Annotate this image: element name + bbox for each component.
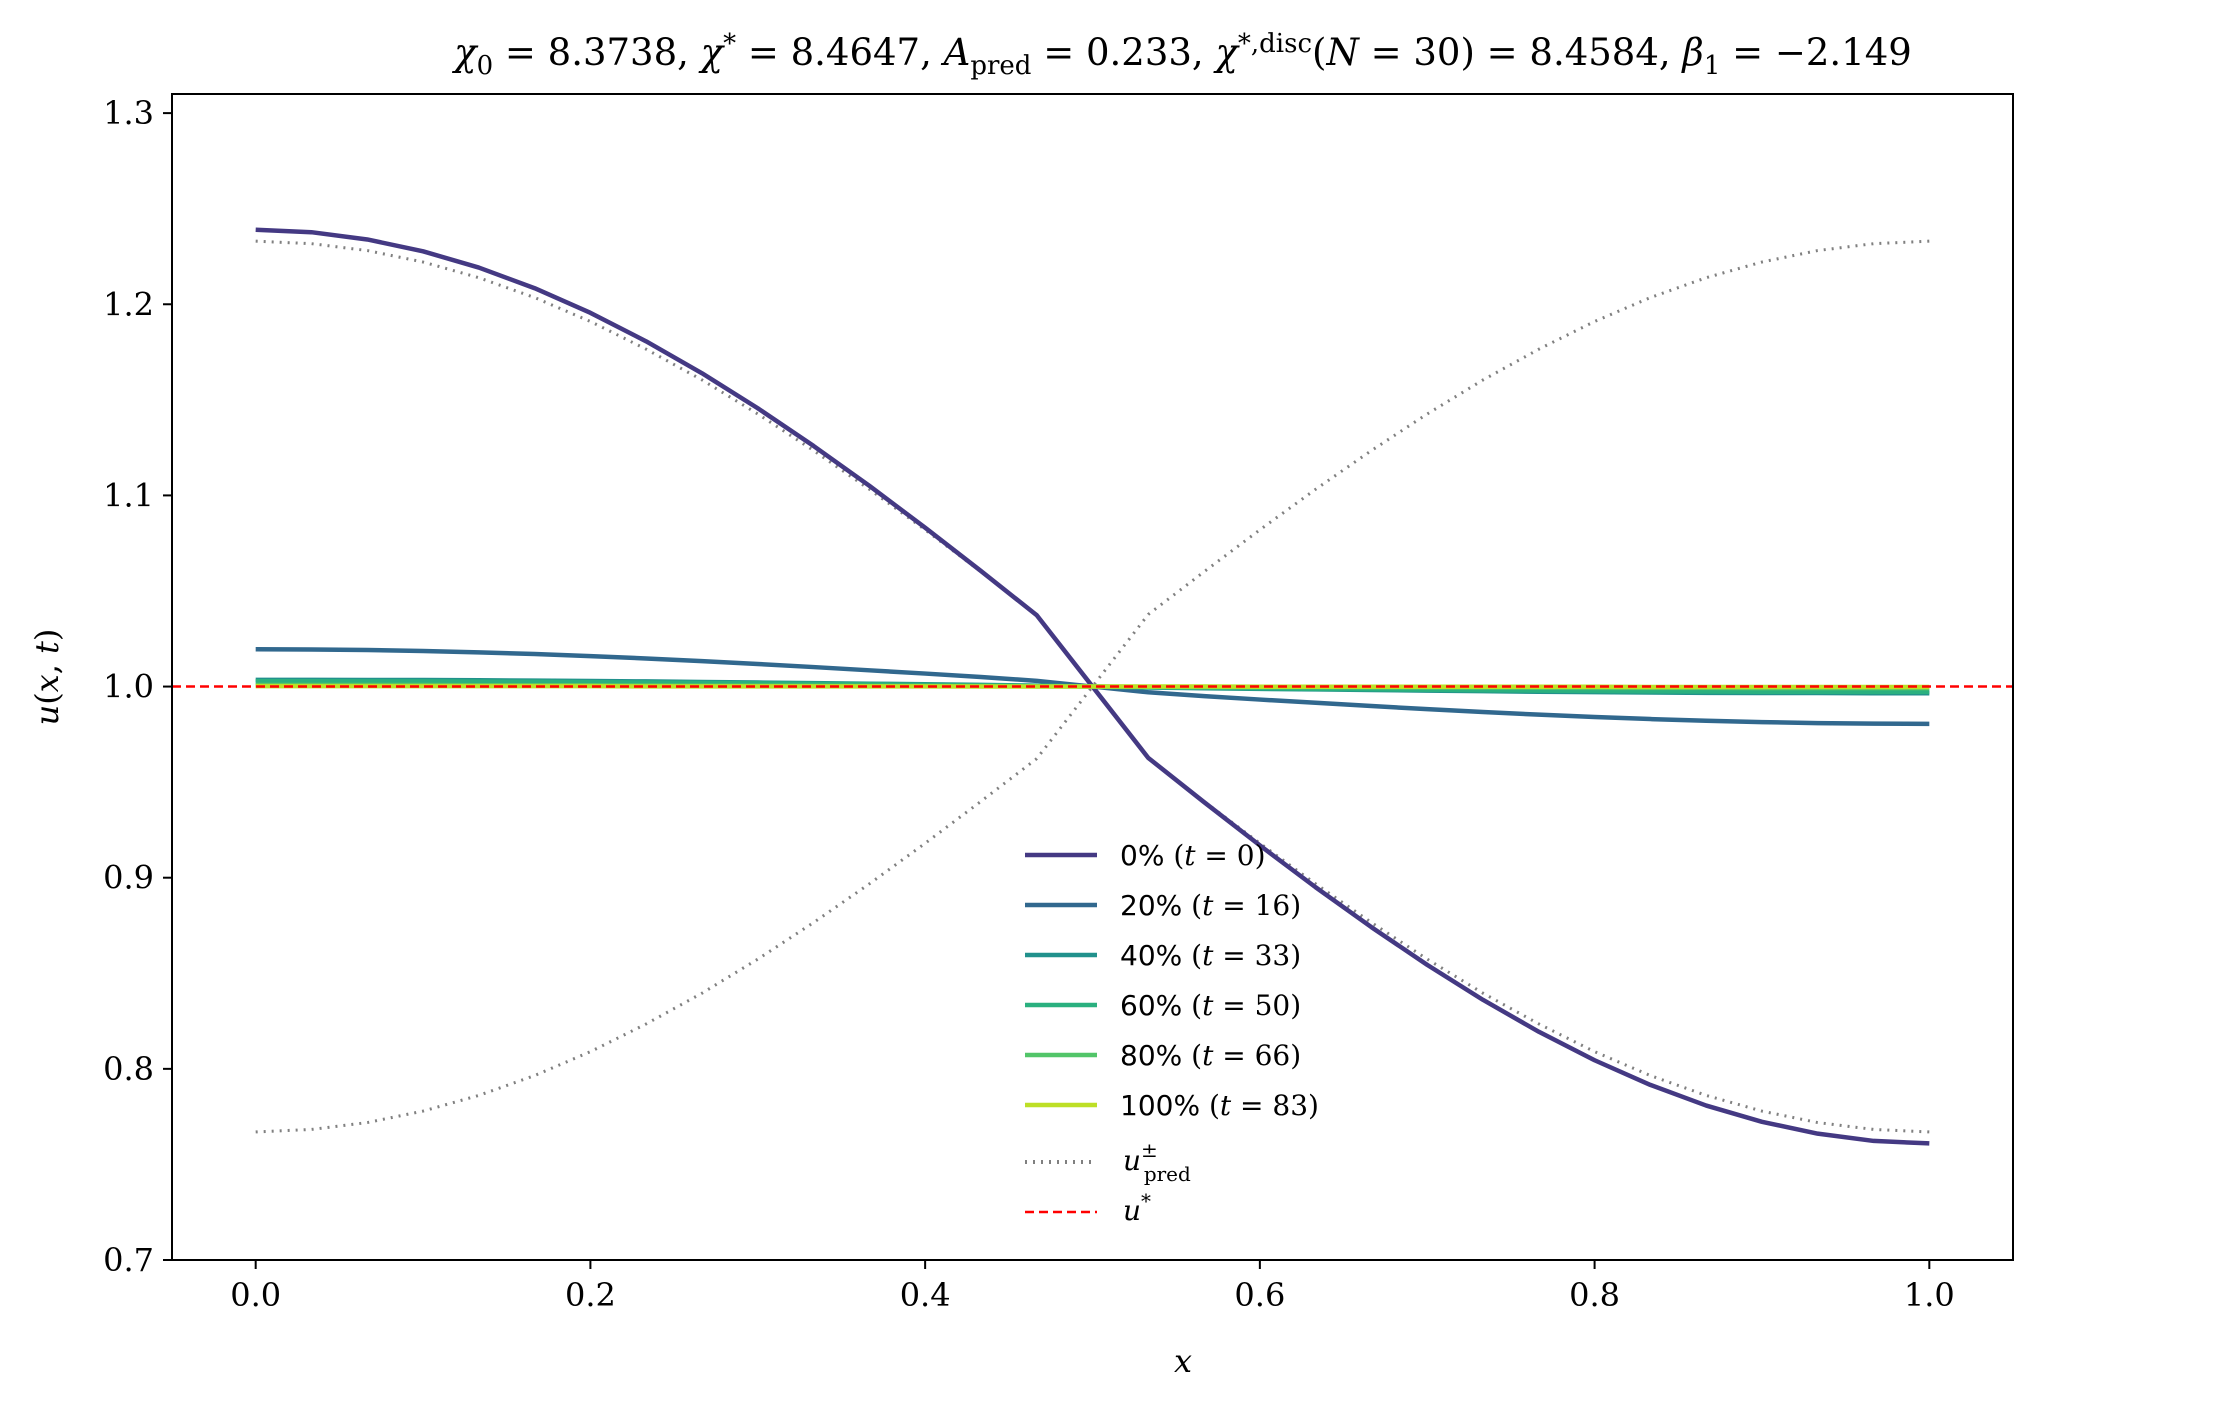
title-chi0-value: 8.3738 [548, 31, 677, 74]
legend-label-u-star: u* [1123, 1189, 1151, 1227]
legend-item-u-star: u* [1025, 1189, 1151, 1227]
legend-label: 0% (t = 0) [1120, 839, 1266, 872]
legend-label: 20% (t = 16) [1120, 889, 1301, 922]
legend-item-40-t-33: 40% (t = 33) [1025, 939, 1301, 972]
legend-item-0-t-0: 0% (t = 0) [1025, 839, 1266, 872]
legend-item-u-pred: u± pred [1025, 1138, 1191, 1186]
ticks-layer: 0.0 0.2 0.4 0.6 0.8 1.0 0.7 0.8 0.9 1.0 1.1 1.2 1.3 [103, 94, 1955, 1314]
x-tick-label: 0.6 [1234, 1276, 1285, 1314]
y-tick-label: 0.7 [103, 1241, 154, 1279]
title-chi-star-value: 8.4647 [791, 31, 920, 74]
title-a-pred-value: 0.233 [1086, 31, 1192, 74]
title-chi-star-disc-value: 8.4584 [1529, 31, 1658, 74]
x-tick-label: 0.0 [230, 1276, 281, 1314]
legend-item-60-t-50: 60% (t = 50) [1025, 989, 1301, 1022]
legend-label: 80% (t = 66) [1120, 1039, 1301, 1072]
legend-item-20-t-16: 20% (t = 16) [1025, 889, 1301, 922]
y-tick-label: 1.1 [103, 476, 154, 514]
plot-frame [171, 93, 2014, 1261]
x-tick-label: 0.4 [900, 1276, 951, 1314]
x-tick-label: 0.8 [1569, 1276, 1620, 1314]
x-tick-label: 0.2 [565, 1276, 616, 1314]
y-tick-label: 1.3 [103, 94, 154, 132]
legend-label: 60% (t = 50) [1120, 989, 1301, 1022]
series-layer [172, 227, 2013, 1146]
x-axis-label: x [1174, 1342, 1192, 1380]
y-tick-label: 0.8 [103, 1050, 154, 1088]
y-tick-label: 1.0 [103, 668, 154, 706]
legend-label: 40% (t = 33) [1120, 939, 1301, 972]
legend-label: 100% (t = 83) [1120, 1089, 1319, 1122]
legend-item-80-t-66: 80% (t = 66) [1025, 1039, 1301, 1072]
y-axis-label: u(x, t) [28, 629, 66, 726]
chart-title: χ0 = 8.3738, χ* = 8.4647, Apred = 0.233,… [451, 29, 1912, 81]
y-tick-label: 1.2 [103, 285, 154, 323]
x-tick-label: 1.0 [1904, 1276, 1955, 1314]
title-beta1-value: −2.149 [1775, 31, 1912, 74]
legend-rows: 0% (t = 0) 20% (t = 16) 40% (t = 33) 60% (t… [1025, 839, 1319, 1122]
legend-label-u-pred: u± pred [1123, 1138, 1191, 1186]
title-n-value: 30 [1413, 31, 1460, 74]
legend: 0% (t = 0) 20% (t = 16) 40% (t = 33) 60% (t… [1025, 839, 1319, 1227]
legend-item-100-t-83: 100% (t = 83) [1025, 1089, 1319, 1122]
y-tick-label: 0.9 [103, 859, 154, 897]
